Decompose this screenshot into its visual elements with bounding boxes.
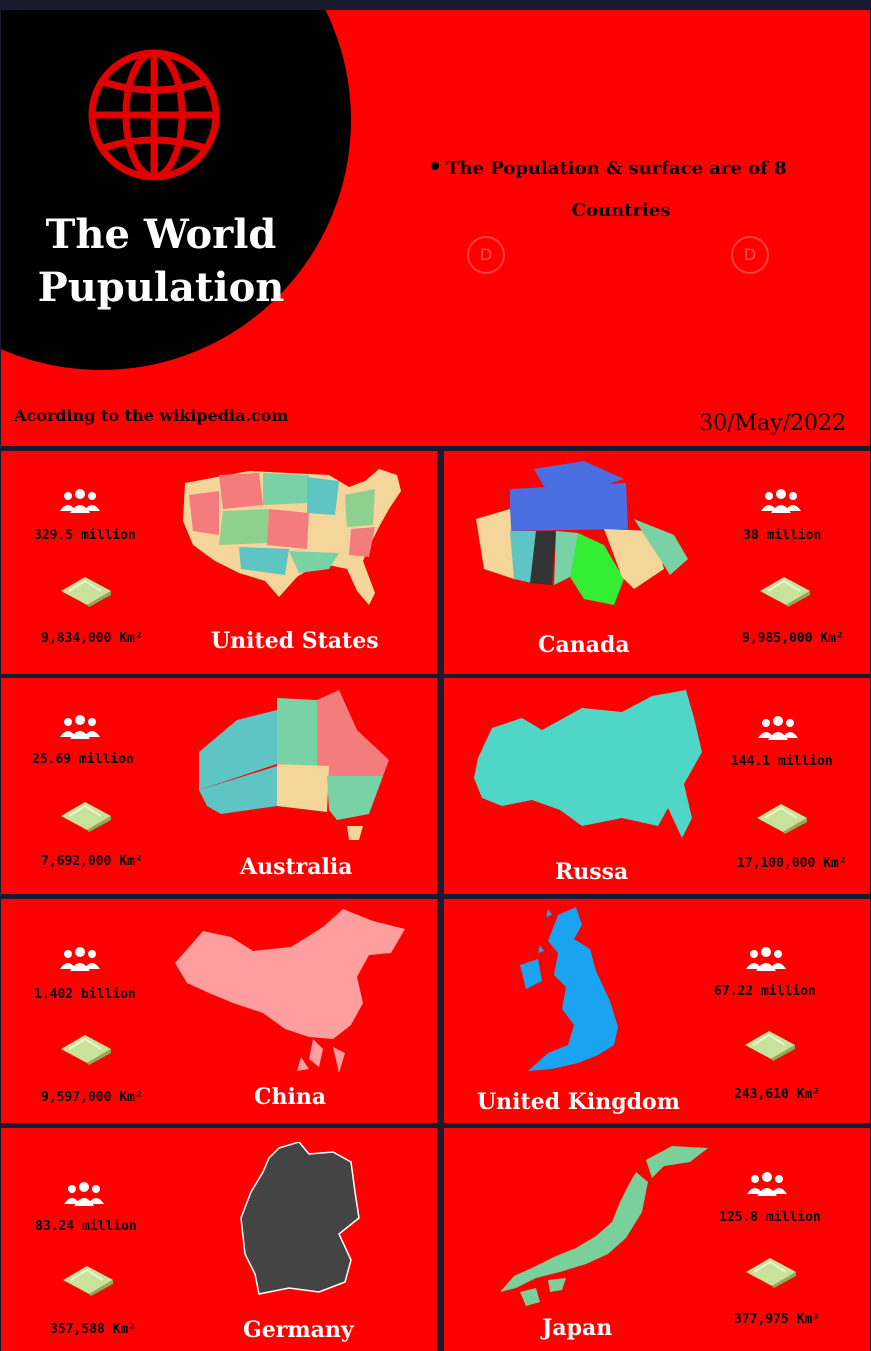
area-value: 243,610 Km² (734, 1087, 821, 1102)
area-value: 9,597,000 Km² (41, 1090, 143, 1105)
population-value: 144.1 million (731, 754, 833, 769)
land-area-icon (757, 804, 807, 834)
area-value: 357,588 Km² (50, 1322, 137, 1337)
area-value: 7,692,000 Km² (41, 854, 143, 869)
china-map (175, 909, 405, 1073)
country-card-australia: 25.69 million 7,692,000 Km² Australia (1, 678, 437, 894)
russia-map (474, 690, 702, 838)
date-label: 30/May/2022 (699, 411, 846, 436)
land-area-icon (746, 1258, 796, 1288)
bullet-text-line-1: The Population & surface are of 8 (446, 158, 787, 179)
area-value: 377,975 Km² (734, 1312, 821, 1327)
land-area-icon (760, 577, 810, 607)
population-value: 125.8 million (719, 1210, 821, 1225)
population-value: 329.5 million (34, 528, 136, 543)
country-name: Russa (555, 859, 629, 885)
country-name: Canada (538, 632, 630, 658)
population-value: 67.22 million (714, 984, 816, 999)
title-line-1: The World (45, 211, 277, 258)
country-card-japan: 125.8 million 377,975 Km² Japan (444, 1128, 870, 1351)
country-card-united-states: 329.5 million 9,834,000 Km² United State… (1, 451, 437, 674)
japan-map (500, 1146, 708, 1306)
country-card-china: 1.402 billion 9,597,000 Km² China (1, 899, 437, 1123)
country-card-russia: 144.1 million 17,100,000 Km² Russa (444, 678, 870, 894)
people-group-icon (758, 716, 798, 740)
watermark-logo: D (467, 236, 505, 274)
people-group-icon (746, 947, 786, 971)
globe-icon (88, 49, 220, 181)
country-card-canada: 38 million 9,985,000 Km² Canada (444, 451, 870, 674)
source-note: Acording to the wikipedia.com (14, 406, 289, 425)
area-value: 9,834,000 Km² (41, 631, 143, 646)
people-group-icon (60, 947, 100, 971)
country-name: Japan (542, 1315, 613, 1341)
country-name: Germany (243, 1317, 354, 1343)
country-name: Australia (240, 854, 353, 880)
country-name: China (254, 1084, 327, 1110)
germany-map (240, 1142, 360, 1295)
bullet-text-line-2: Countries (571, 200, 671, 221)
population-value: 25.69 million (32, 752, 134, 767)
country-card-germany: 83.24 million 357,588 Km² Germany (1, 1128, 437, 1351)
people-group-icon (60, 489, 100, 513)
canada-map (476, 461, 688, 605)
united-kingdom-map (520, 907, 618, 1071)
country-card-united-kingdom: 67.22 million 243,610 Km² United Kingdom (444, 899, 870, 1123)
people-group-icon (64, 1182, 104, 1206)
title-line-2: Pupulation (37, 264, 285, 311)
intro-bullet: The Population & surface are of 8 Countr… (431, 148, 811, 232)
watermark-logo: D (731, 236, 769, 274)
people-group-icon (761, 489, 801, 513)
country-name: United Kingdom (477, 1089, 680, 1115)
land-area-icon (61, 577, 111, 607)
land-area-icon (61, 802, 111, 832)
land-area-icon (63, 1266, 113, 1296)
land-area-icon (61, 1035, 111, 1065)
people-group-icon (747, 1172, 787, 1196)
population-value: 83.24 million (35, 1219, 137, 1234)
header-panel: The World Pupulation The Population & su… (1, 10, 870, 446)
page-title: The World Pupulation (21, 208, 301, 314)
population-value: 1.402 billion (34, 987, 136, 1002)
land-area-icon (745, 1031, 795, 1061)
country-name: United States (211, 628, 379, 654)
people-group-icon (60, 715, 100, 739)
australia-map (199, 690, 389, 840)
area-value: 17,100,000 Km² (737, 856, 847, 871)
area-value: 9,985,000 Km² (742, 631, 844, 646)
population-value: 38 million (743, 528, 822, 543)
bullet-dot (431, 162, 439, 170)
united-states-map (183, 469, 401, 605)
